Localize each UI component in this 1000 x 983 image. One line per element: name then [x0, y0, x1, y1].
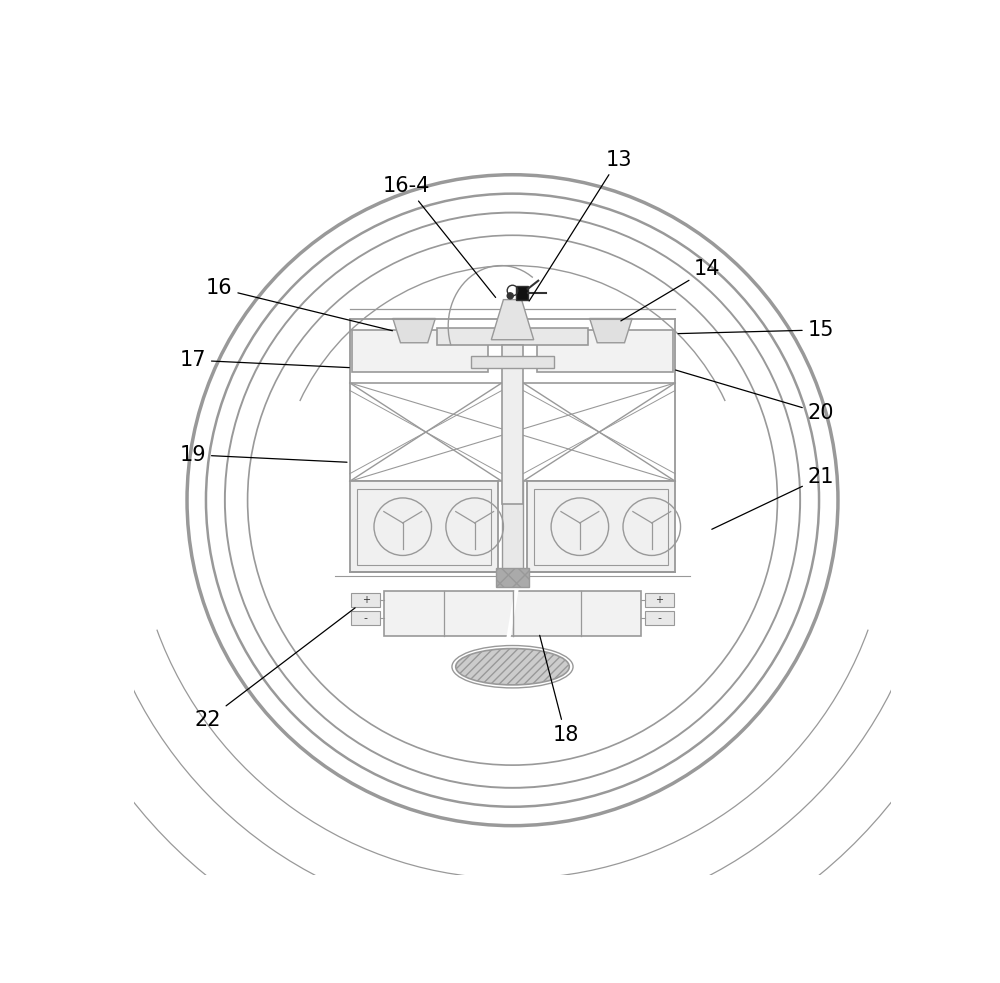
- FancyBboxPatch shape: [537, 330, 673, 372]
- FancyBboxPatch shape: [471, 356, 554, 368]
- FancyBboxPatch shape: [527, 482, 675, 572]
- Text: 18: 18: [540, 635, 579, 745]
- Text: 21: 21: [712, 468, 834, 529]
- FancyBboxPatch shape: [437, 328, 588, 345]
- Text: 16-4: 16-4: [383, 176, 496, 298]
- Text: 20: 20: [676, 370, 834, 423]
- FancyBboxPatch shape: [645, 594, 674, 607]
- Text: -: -: [364, 613, 368, 623]
- FancyBboxPatch shape: [352, 330, 488, 372]
- FancyBboxPatch shape: [502, 345, 523, 504]
- Text: 17: 17: [179, 350, 349, 371]
- FancyBboxPatch shape: [516, 286, 528, 300]
- Text: -: -: [657, 613, 661, 623]
- Text: 19: 19: [179, 444, 347, 465]
- Polygon shape: [491, 300, 534, 340]
- Text: 15: 15: [678, 319, 834, 340]
- FancyBboxPatch shape: [351, 611, 380, 625]
- FancyBboxPatch shape: [350, 482, 498, 572]
- Circle shape: [507, 293, 513, 299]
- Text: 14: 14: [621, 260, 721, 320]
- FancyBboxPatch shape: [645, 611, 674, 625]
- Ellipse shape: [456, 649, 569, 685]
- Text: 13: 13: [529, 149, 632, 301]
- Polygon shape: [393, 318, 435, 343]
- Text: +: +: [655, 595, 663, 606]
- Text: 22: 22: [195, 607, 355, 729]
- FancyBboxPatch shape: [384, 591, 641, 636]
- FancyBboxPatch shape: [496, 568, 529, 587]
- Text: +: +: [362, 595, 370, 606]
- Text: 16: 16: [206, 278, 392, 330]
- FancyBboxPatch shape: [502, 482, 523, 572]
- Polygon shape: [590, 318, 632, 343]
- FancyBboxPatch shape: [351, 594, 380, 607]
